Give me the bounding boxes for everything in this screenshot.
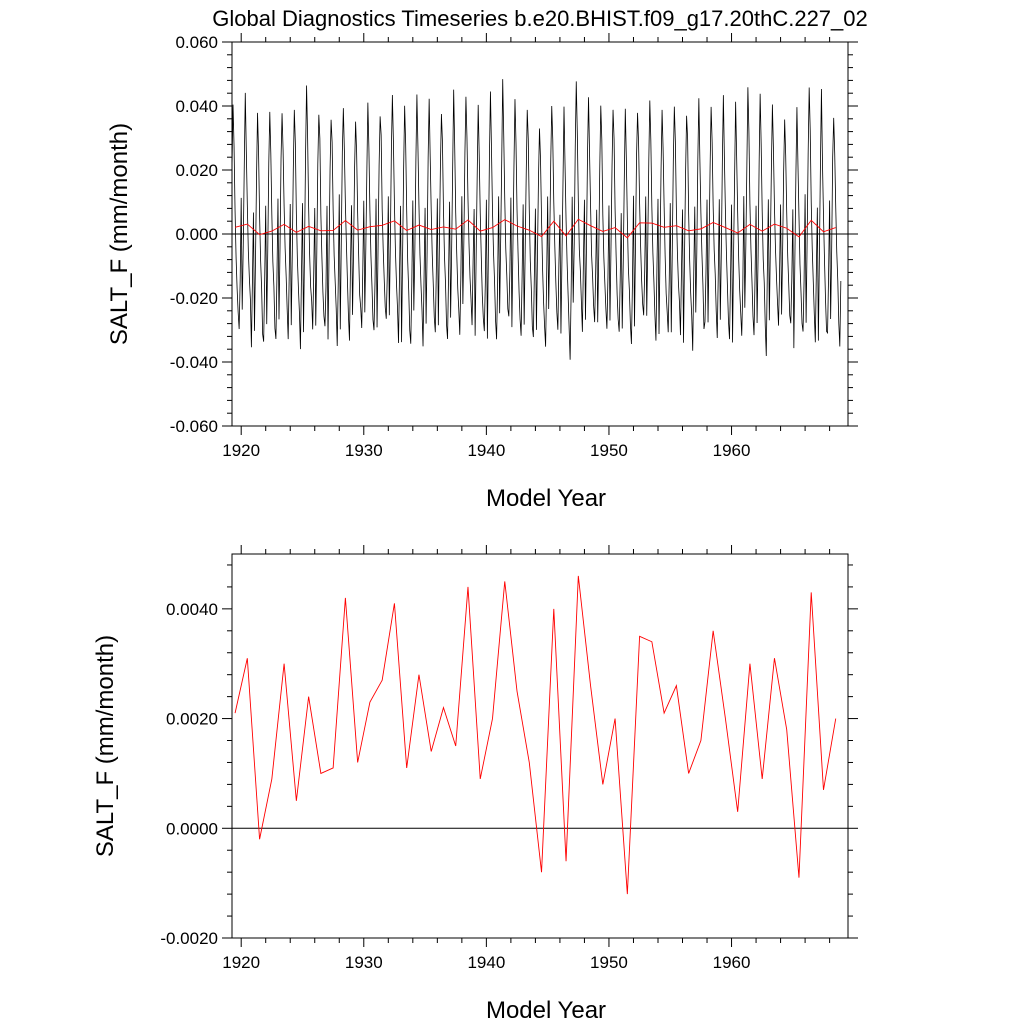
annual-mean-series-line: [234, 218, 836, 239]
x-tick-label: 1920: [222, 953, 260, 972]
bottom-panel: 1920 1930 1940 1950 1960 -0.0020 0.0000 0.0020 0…: [92, 545, 858, 1024]
x-tick-label: 1930: [345, 441, 383, 460]
y-tick-label: 0.060: [175, 33, 218, 52]
x-tick-label: 1930: [345, 953, 383, 972]
x-tick-label: 1960: [713, 953, 751, 972]
y-tick-label: 0.0020: [166, 710, 218, 729]
y-tick-label: 0.0000: [166, 819, 218, 838]
x-tick-label: 1950: [590, 953, 628, 972]
y-tick-label: -0.060: [170, 417, 218, 436]
x-tick-label: 1960: [713, 441, 751, 460]
x-axis-label: Model Year: [486, 485, 606, 512]
monthly-series-line: [232, 79, 842, 360]
x-tick-label: 1940: [467, 441, 505, 460]
y-tick-label: -0.040: [170, 353, 218, 372]
y-tick-label: -0.020: [170, 289, 218, 308]
y-axis-label: SALT_F (mm/month): [92, 635, 119, 857]
chart-title: Global Diagnostics Timeseries b.e20.BHIS…: [212, 6, 868, 31]
y-tick-label: -0.0020: [160, 929, 218, 948]
y-tick-label: 0.000: [175, 225, 218, 244]
y-axis-label: SALT_F (mm/month): [106, 123, 133, 345]
x-axis-label: Model Year: [486, 997, 606, 1024]
y-tick-label: 0.040: [175, 97, 218, 116]
top-panel: 1920 1930 1940 1950 1960 -0.060 -0.040 -0.020 0.…: [106, 33, 858, 512]
plot-frame: [231, 553, 849, 939]
x-tick-label: 1920: [222, 441, 260, 460]
x-tick-label: 1950: [590, 441, 628, 460]
x-tick-label: 1940: [467, 953, 505, 972]
y-tick-label: 0.020: [175, 161, 218, 180]
annual-mean-series-line: [234, 575, 837, 895]
y-tick-label: 0.0040: [166, 600, 218, 619]
